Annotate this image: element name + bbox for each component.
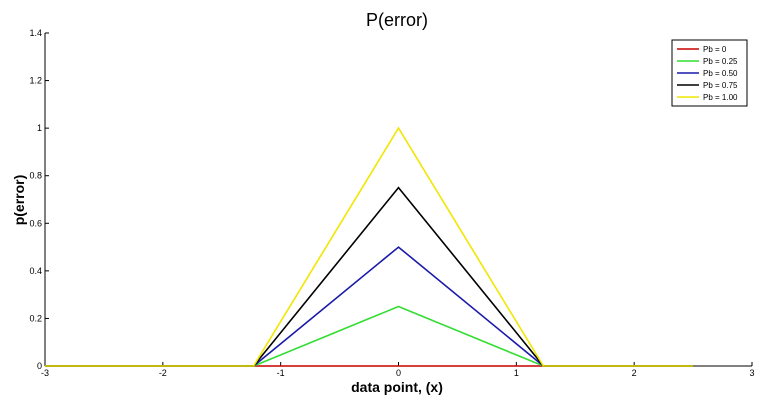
series-line-1: [45, 305, 694, 367]
y-tick-label: 0.2: [29, 313, 42, 323]
legend-label: Pb = 0.75: [703, 81, 738, 90]
x-tick-label: 2: [632, 368, 637, 378]
legend-box: [671, 39, 748, 107]
legend-label: Pb = 1.00: [703, 93, 738, 102]
x-tick-label: 1: [514, 368, 519, 378]
x-tick-label: 3: [749, 368, 754, 378]
y-ticks: 0 0.2 0.4 0.6 0.8 1 1.2 1.4: [29, 28, 49, 371]
y-axis-label: p(error): [11, 175, 27, 226]
legend-label: Pb = 0: [703, 45, 727, 54]
x-tick-label: -2: [159, 368, 167, 378]
series-line-4: [45, 126, 694, 367]
chart-title: P(error): [366, 10, 428, 30]
x-tick-label: 0: [396, 368, 401, 378]
legend: Pb = 0 Pb = 0.25 Pb = 0.50 Pb = 0.75 Pb = 1.…: [671, 39, 748, 107]
series-lines: [45, 126, 694, 367]
x-tick-label: -1: [277, 368, 285, 378]
x-axis-label: data point, (x): [351, 379, 443, 395]
y-tick-label: 0: [37, 361, 42, 371]
x-tick-label: -3: [41, 368, 49, 378]
y-tick-label: 0.4: [29, 266, 42, 276]
legend-label: Pb = 0.25: [703, 57, 738, 66]
y-tick-label: 1: [37, 123, 42, 133]
x-ticks: -3 -2 -1 0 1 2 3: [41, 362, 755, 378]
legend-label: Pb = 0.50: [703, 69, 738, 78]
series-line-2: [45, 246, 694, 367]
y-tick-label: 1.2: [29, 76, 42, 86]
y-tick-label: 0.6: [29, 218, 42, 228]
y-tick-label: 1.4: [29, 28, 42, 38]
series-line-3: [45, 186, 694, 367]
y-tick-label: 0.8: [29, 171, 42, 181]
